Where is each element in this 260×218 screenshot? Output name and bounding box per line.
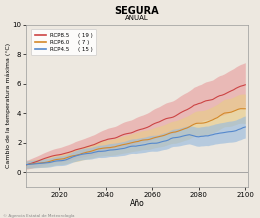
X-axis label: Año: Año <box>129 199 144 208</box>
Title: SEGURA: SEGURA <box>115 5 159 15</box>
Text: ANUAL: ANUAL <box>125 15 149 21</box>
Text: © Agencia Estatal de Meteorología: © Agencia Estatal de Meteorología <box>3 214 74 218</box>
Legend: RCP8.5     ( 19 ), RCP6.0     ( 7 ), RCP4.5     ( 15 ): RCP8.5 ( 19 ), RCP6.0 ( 7 ), RCP4.5 ( 15… <box>31 29 96 55</box>
Y-axis label: Cambio de la temperatura máxima (°C): Cambio de la temperatura máxima (°C) <box>5 43 11 168</box>
